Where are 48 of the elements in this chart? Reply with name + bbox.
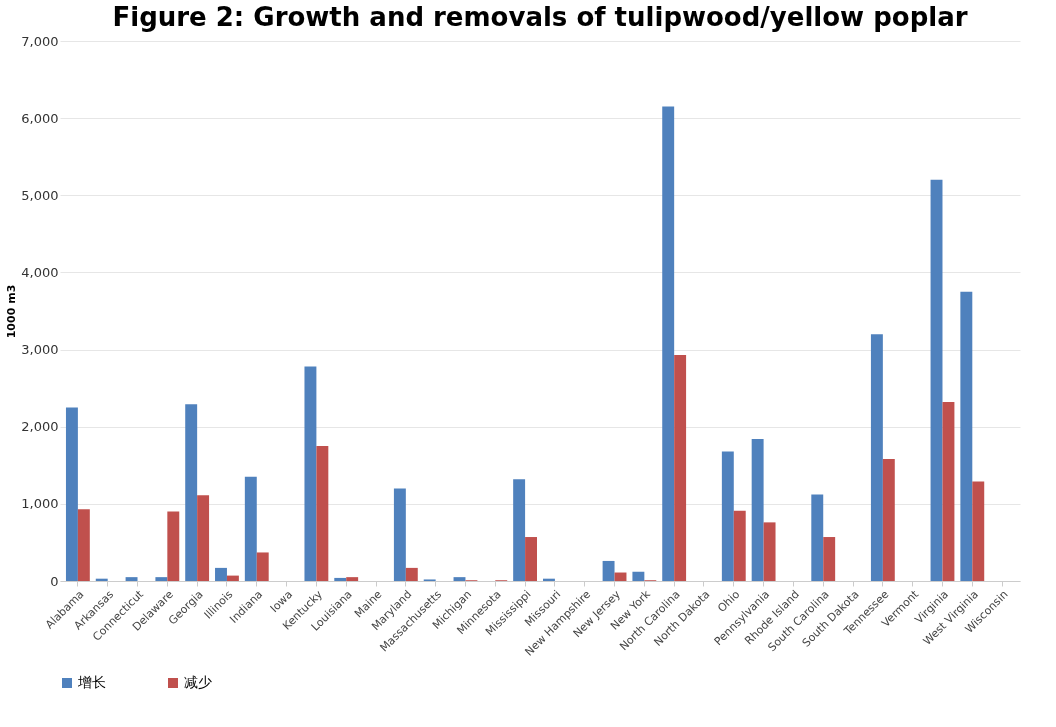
bar: [316, 446, 329, 581]
bar: [226, 575, 239, 581]
bar: [751, 439, 764, 581]
bar: [393, 488, 406, 581]
bar: [334, 577, 347, 581]
y-tick-label: 7,000: [21, 33, 59, 49]
bar: [77, 509, 90, 581]
bar: [125, 577, 138, 581]
y-tick-label: 6,000: [21, 110, 59, 126]
bar: [602, 560, 615, 581]
y-tick-label: 1,000: [21, 496, 59, 512]
y-tick-label: 5,000: [21, 187, 59, 203]
bar: [930, 179, 943, 581]
bar: [256, 552, 269, 581]
bar: [525, 537, 538, 581]
bar: [304, 366, 317, 581]
bar: [823, 537, 836, 581]
legend-label: 增长: [77, 674, 106, 690]
bar: [167, 511, 180, 581]
bar: [65, 407, 78, 581]
bar: [185, 404, 198, 581]
bar: [405, 567, 418, 581]
bar: [870, 334, 883, 581]
bar: [453, 577, 466, 581]
y-tick-label: 2,000: [21, 419, 59, 435]
bar: [733, 510, 746, 581]
bar: [763, 522, 776, 581]
bar: [972, 481, 985, 581]
bar: [674, 354, 687, 581]
y-tick-label: 0: [50, 573, 59, 589]
bar: [346, 577, 359, 581]
bar: [942, 402, 955, 581]
bar: [811, 494, 824, 581]
y-tick-label: 3,000: [21, 342, 59, 358]
y-axis-title: 1000 m3: [5, 284, 19, 339]
bar: [513, 479, 526, 581]
bar: [960, 291, 973, 581]
bar: [215, 567, 227, 581]
bar: [882, 459, 895, 581]
bar: [662, 106, 675, 581]
chart-title: Figure 2: Growth and removals of tulipwood/yellow poplar: [112, 2, 968, 32]
legend-label: 减少: [184, 674, 212, 690]
bar: [155, 577, 168, 581]
y-tick-label: 4,000: [21, 264, 59, 280]
bar: [721, 451, 734, 581]
bar: [244, 476, 257, 581]
bar: [632, 571, 645, 581]
bar: [197, 495, 210, 581]
